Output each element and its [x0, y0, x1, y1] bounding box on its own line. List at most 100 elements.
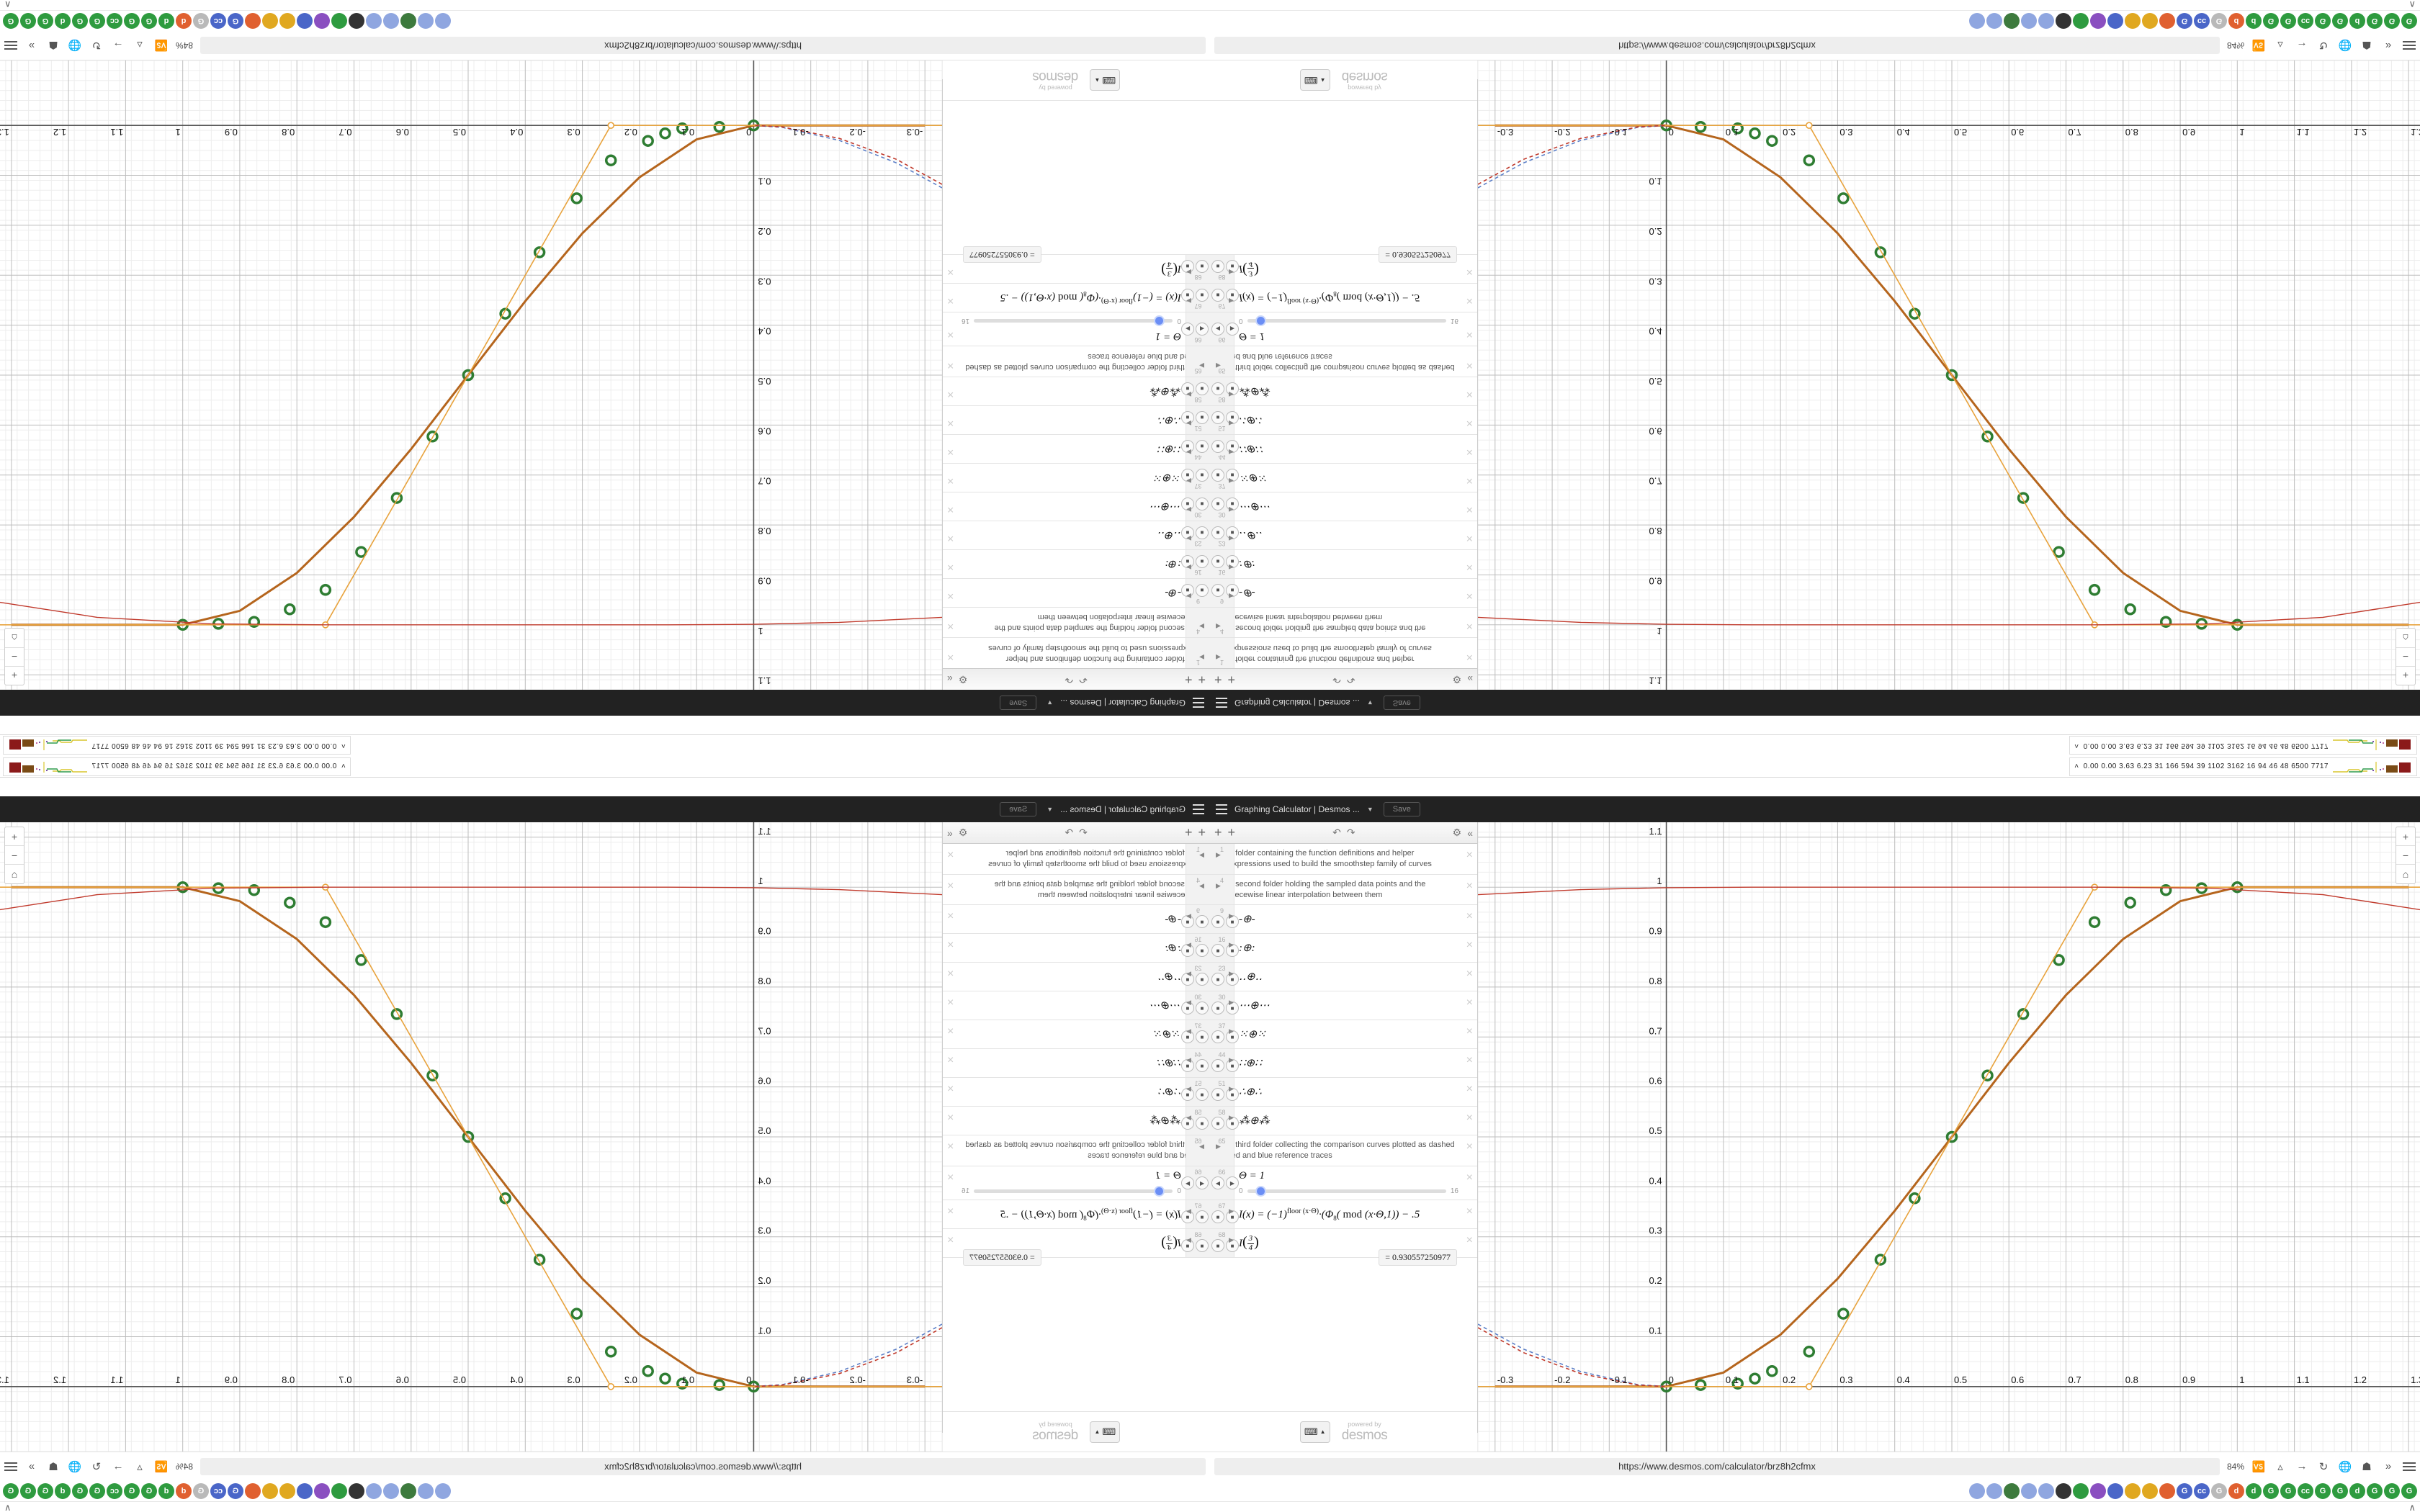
- bookmark-item[interactable]: [245, 1482, 261, 1499]
- expression-row[interactable]: 4 × ▶ a second folder holding the sampled d…: [943, 874, 1210, 906]
- add-item-button[interactable]: +: [1227, 825, 1236, 840]
- delete-expression-icon[interactable]: ×: [1466, 359, 1473, 372]
- plot-color-button[interactable]: ■: [1211, 1002, 1224, 1015]
- expression-row[interactable]: 58 × ■ ■ ▶ ⁂⊕⁂: [943, 1107, 1210, 1136]
- plot-style-buttons[interactable]: ■ ■: [1211, 1117, 1239, 1130]
- delete-expression-icon[interactable]: ×: [947, 996, 954, 1009]
- plot-style-buttons[interactable]: ■ ■: [1181, 439, 1209, 453]
- plot-style-buttons[interactable]: ■ ■: [1181, 1088, 1209, 1102]
- system-monitor-expand-icon[interactable]: ˄: [341, 742, 346, 750]
- plot-color-button[interactable]: ■: [1211, 1059, 1224, 1073]
- bookmark-item[interactable]: G: [2367, 13, 2383, 30]
- bookmark-item[interactable]: G: [3, 13, 19, 30]
- bookmark-item[interactable]: G: [124, 1482, 140, 1499]
- expression-expand-icon[interactable]: ▶: [1229, 1207, 1234, 1215]
- bookmark-item[interactable]: [297, 13, 313, 30]
- delete-expression-icon[interactable]: ×: [947, 1234, 954, 1247]
- bookmark-item[interactable]: G: [72, 1482, 88, 1499]
- plot-color-button[interactable]: ■: [1196, 583, 1209, 597]
- bookmark-item[interactable]: G: [89, 13, 105, 30]
- bookmark-item[interactable]: d: [176, 1482, 192, 1499]
- plot-color-button[interactable]: ■: [1211, 1117, 1224, 1130]
- keyboard-toggle-button[interactable]: ⌨ ▲: [1299, 1421, 1330, 1443]
- expression-expand-icon[interactable]: ▶: [1186, 563, 1191, 571]
- delete-expression-icon[interactable]: ×: [947, 849, 954, 861]
- expression-expand-icon[interactable]: ▶: [1186, 941, 1191, 949]
- expression-row[interactable]: 37 × ■ ■ ▶ ⁙⊕⁙: [943, 1020, 1210, 1050]
- add-item-button[interactable]: +: [1184, 825, 1193, 840]
- bookmark-item[interactable]: cc: [2298, 1482, 2313, 1499]
- plot-style-buttons[interactable]: ■ ■: [1181, 554, 1209, 568]
- expression-expand-icon[interactable]: ▶: [1229, 1056, 1234, 1064]
- zoom-level-label[interactable]: 84%: [2226, 40, 2244, 51]
- zoom-level-label[interactable]: 84%: [176, 1461, 194, 1472]
- bookmark-item[interactable]: [418, 1482, 434, 1499]
- undo-icon[interactable]: ↶: [1332, 674, 1341, 685]
- menu-icon[interactable]: [2403, 1460, 2416, 1473]
- expression-row[interactable]: 68 × ■ ■ ▶ I(3 4) = 0.930557250977: [1210, 246, 1477, 283]
- plot-toggle-button[interactable]: ■: [1226, 915, 1239, 929]
- hamburger-icon[interactable]: [1216, 698, 1227, 708]
- plot-color-button[interactable]: ■: [1196, 1059, 1209, 1073]
- delete-expression-icon[interactable]: ×: [947, 589, 954, 602]
- bookmark-item[interactable]: [400, 1482, 416, 1499]
- delete-expression-icon[interactable]: ×: [1466, 939, 1473, 952]
- home-button[interactable]: ⌂: [11, 632, 18, 644]
- undo-icon[interactable]: ↶: [1079, 827, 1088, 838]
- plot-color-button[interactable]: ■: [1211, 288, 1224, 302]
- back-icon[interactable]: →: [2296, 40, 2308, 52]
- bookmark-item[interactable]: cc: [210, 1482, 226, 1499]
- delete-expression-icon[interactable]: ×: [947, 265, 954, 278]
- slider-thumb[interactable]: [1255, 315, 1266, 327]
- bookmark-item[interactable]: [2056, 1482, 2071, 1499]
- keyboard-toggle-button[interactable]: ⌨ ▲: [1299, 69, 1330, 91]
- delete-expression-icon[interactable]: ×: [1466, 968, 1473, 981]
- plot-color-button[interactable]: ■: [1211, 259, 1224, 273]
- back-icon[interactable]: →: [112, 40, 124, 52]
- expression-expand-icon[interactable]: ▶: [1229, 297, 1234, 305]
- plot-color-button[interactable]: ■: [1196, 1210, 1209, 1224]
- expression-expand-icon[interactable]: ▶: [1186, 1236, 1191, 1244]
- zoom-level-label[interactable]: 84%: [176, 40, 194, 51]
- bookmark-item[interactable]: [1969, 13, 1985, 30]
- back-icon[interactable]: →: [112, 1460, 124, 1472]
- delete-expression-icon[interactable]: ×: [947, 503, 954, 516]
- expression-row[interactable]: 51 × ■ ■ ▶ ∴⊕∴: [943, 1078, 1210, 1107]
- plot-style-buttons[interactable]: ■ ■: [1211, 526, 1239, 539]
- folder-expand-icon[interactable]: ▶: [1216, 361, 1221, 369]
- system-monitor-widget[interactable]: 0.00 0.00 3.63 6.23 31 166 594 39 1102 3…: [3, 757, 351, 776]
- expression-row[interactable]: 67 × ■ ■ ▶ I(x) = (−1)floor (x·Θ)·(Φ8( mod (x…: [943, 1200, 1210, 1230]
- expression-expand-icon[interactable]: ▶: [1229, 941, 1234, 949]
- reload-icon[interactable]: ↻: [91, 39, 102, 52]
- expression-row[interactable]: 44 × ■ ■ ▶ ∷⊕∷: [1210, 1049, 1477, 1079]
- bookmark-item[interactable]: G: [2384, 1482, 2400, 1499]
- bookmark-item[interactable]: [2073, 13, 2089, 30]
- delete-expression-icon[interactable]: ×: [1466, 1025, 1473, 1038]
- bookmark-item[interactable]: [262, 1482, 278, 1499]
- plot-color-button[interactable]: ■: [1211, 410, 1224, 424]
- parameter-slider[interactable]: 0 16: [962, 315, 1181, 327]
- plot-color-button[interactable]: ■: [1196, 259, 1209, 273]
- delete-expression-icon[interactable]: ×: [947, 651, 954, 663]
- bookmark-item[interactable]: d: [2228, 13, 2244, 30]
- delete-expression-icon[interactable]: ×: [947, 879, 954, 892]
- expression-expand-icon[interactable]: ▶: [1229, 1236, 1234, 1244]
- delete-expression-icon[interactable]: ×: [1466, 560, 1473, 573]
- expression-row[interactable]: 37 × ■ ■ ▶ ⁙⊕⁙: [1210, 1020, 1477, 1050]
- reload-icon[interactable]: ↻: [2318, 39, 2329, 52]
- delete-expression-icon[interactable]: ×: [1466, 620, 1473, 633]
- collapse-icon[interactable]: »: [2385, 1460, 2392, 1472]
- expression-row[interactable]: 37 × ■ ■ ▶ ⁙⊕⁙: [943, 462, 1210, 492]
- delete-expression-icon[interactable]: ×: [1466, 328, 1473, 341]
- plot-toggle-button[interactable]: ■: [1226, 973, 1239, 986]
- plot-color-button[interactable]: ■: [1196, 915, 1209, 929]
- home-button[interactable]: ⌂: [2402, 632, 2409, 644]
- bookmark-item[interactable]: [349, 13, 364, 30]
- plot-style-buttons[interactable]: ■ ■: [1211, 410, 1239, 424]
- plot-style-buttons[interactable]: ■ ■: [1211, 973, 1239, 986]
- bookmark-item[interactable]: G: [2211, 13, 2227, 30]
- folder-expand-icon[interactable]: ▶: [1216, 654, 1221, 661]
- expression-row[interactable]: 51 × ■ ■ ▶ ∴⊕∴: [943, 405, 1210, 434]
- expression-row[interactable]: 30 × ■ ■ ▶ ⋯⊕⋯: [1210, 491, 1477, 521]
- delete-expression-icon[interactable]: ×: [1466, 1205, 1473, 1218]
